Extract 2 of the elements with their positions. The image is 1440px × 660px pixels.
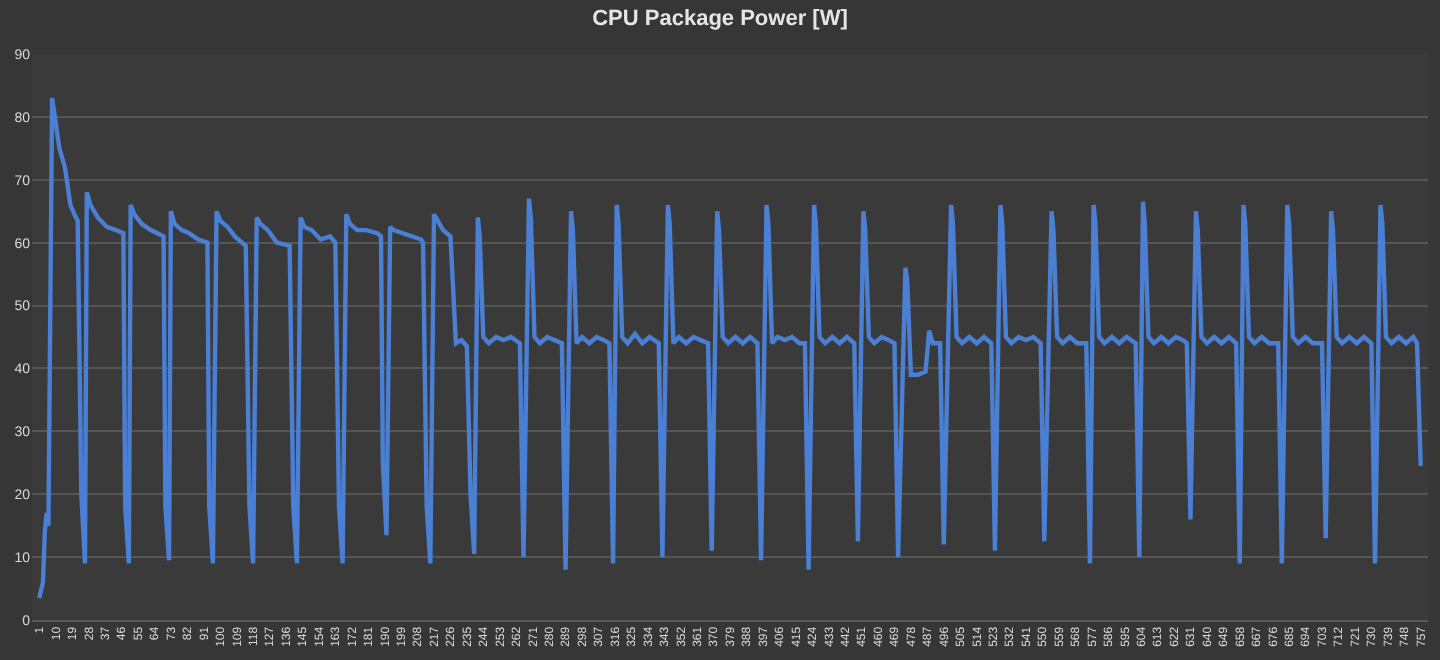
line-series [37, 95, 1423, 601]
chart-title: CPU Package Power [W] [592, 7, 849, 32]
